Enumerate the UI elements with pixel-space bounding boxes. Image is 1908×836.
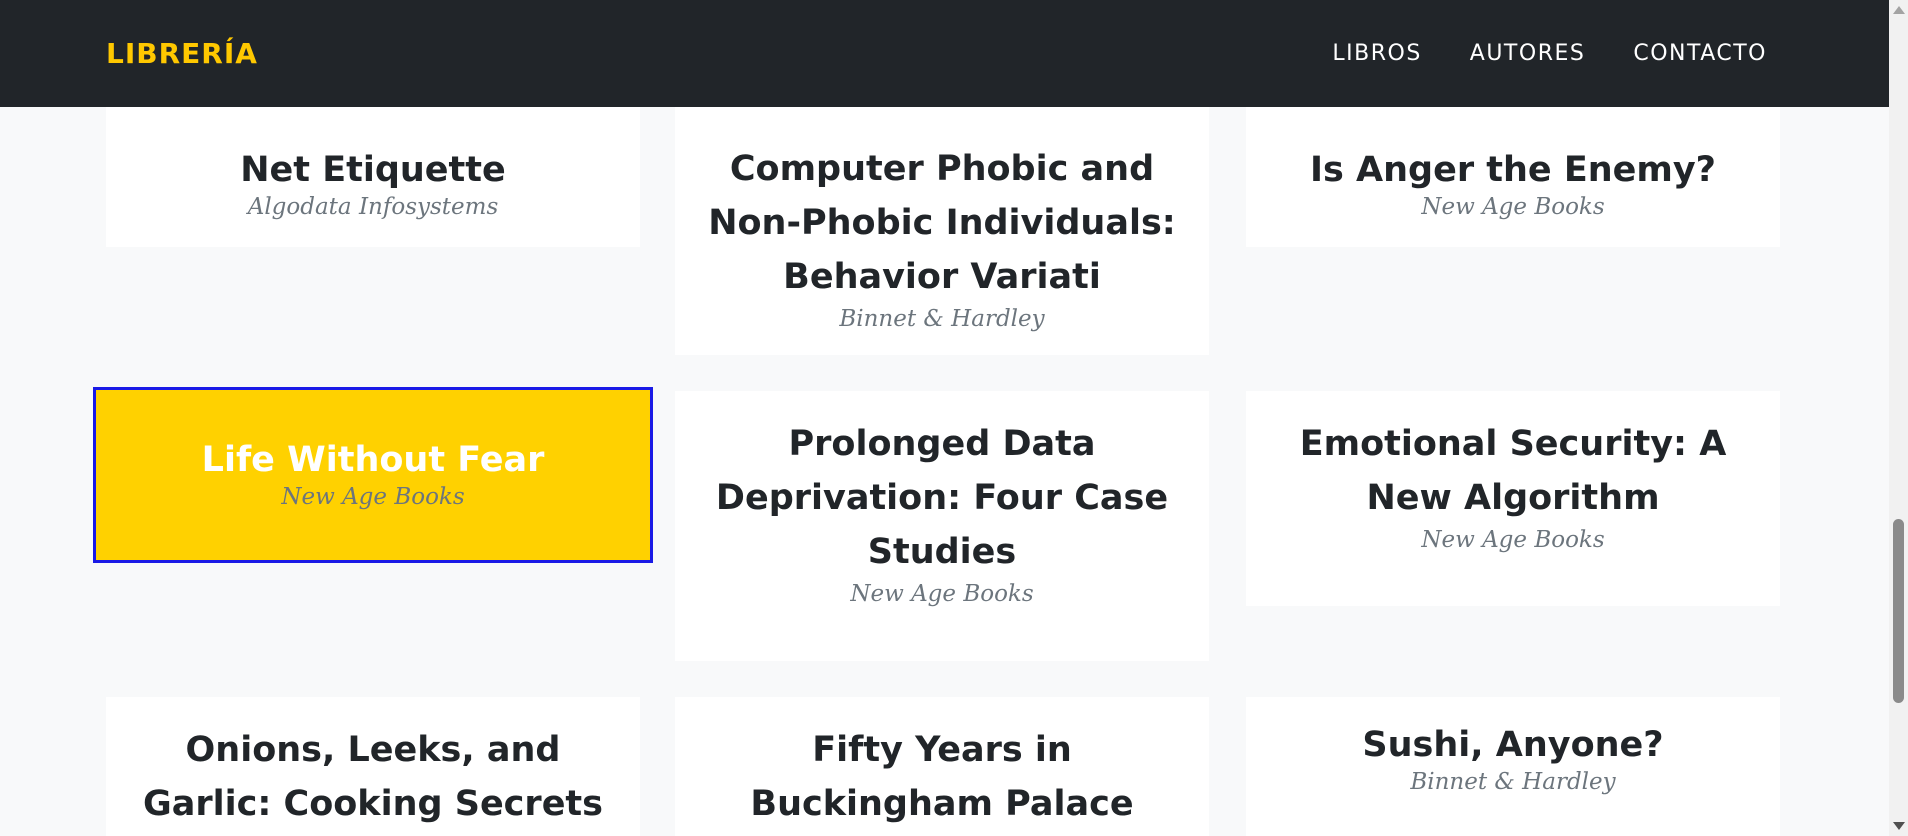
book-title: Prolonged Data Deprivation: Four Case St… — [715, 424, 1169, 572]
book-title: Net Etiquette — [240, 150, 506, 190]
book-card[interactable]: Net Etiquette Algodata Infosystems — [106, 90, 640, 247]
top-navbar: LIBRERÍA LIBROS AUTORES CONTACTO — [0, 0, 1889, 107]
brand-logo[interactable]: LIBRERÍA — [106, 37, 258, 70]
book-title: Is Anger the Enemy? — [1309, 150, 1716, 190]
scrollbar-thumb[interactable] — [1893, 519, 1904, 703]
book-card[interactable]: Computer Phobic and Non-Phobic Individua… — [675, 90, 1209, 355]
book-publisher: New Age Books — [850, 581, 1034, 607]
book-title: Life Without Fear — [201, 440, 545, 480]
book-publisher: Binnet & Hardley — [839, 306, 1045, 332]
book-title: Emotional Security: A New Algorithm — [1299, 424, 1727, 518]
book-title: Onions, Leeks, and Garlic: Cooking Secre… — [143, 730, 603, 824]
book-card[interactable]: Onions, Leeks, and Garlic: Cooking Secre… — [106, 697, 640, 836]
book-title: Fifty Years in Buckingham Palace — [750, 730, 1134, 824]
book-card[interactable]: Sushi, Anyone? Binnet & Hardley — [1246, 697, 1780, 836]
book-title: Sushi, Anyone? — [1362, 725, 1664, 765]
nav-link-contacto[interactable]: CONTACTO — [1633, 41, 1767, 66]
book-card-selected[interactable]: Life Without Fear New Age Books — [93, 387, 653, 563]
book-title: Computer Phobic and Non-Phobic Individua… — [708, 149, 1176, 297]
scroll-down-arrow-icon[interactable] — [1893, 822, 1905, 830]
book-card[interactable]: Emotional Security: A New Algorithm New … — [1246, 391, 1780, 606]
book-publisher: New Age Books — [1421, 194, 1605, 220]
book-card[interactable]: Prolonged Data Deprivation: Four Case St… — [675, 391, 1209, 661]
scroll-up-arrow-icon[interactable] — [1893, 6, 1905, 14]
book-card[interactable]: Is Anger the Enemy? New Age Books — [1246, 90, 1780, 247]
book-publisher: Binnet & Hardley — [1410, 769, 1616, 795]
vertical-scrollbar[interactable] — [1889, 0, 1908, 836]
nav-link-libros[interactable]: LIBROS — [1332, 41, 1422, 66]
book-card[interactable]: Fifty Years in Buckingham Palace — [675, 697, 1209, 836]
nav-link-autores[interactable]: AUTORES — [1469, 41, 1586, 66]
nav-links: LIBROS AUTORES CONTACTO — [1332, 40, 1767, 68]
book-publisher: New Age Books — [281, 484, 465, 510]
book-publisher: Algodata Infosystems — [247, 194, 499, 220]
book-publisher: New Age Books — [1421, 527, 1605, 553]
